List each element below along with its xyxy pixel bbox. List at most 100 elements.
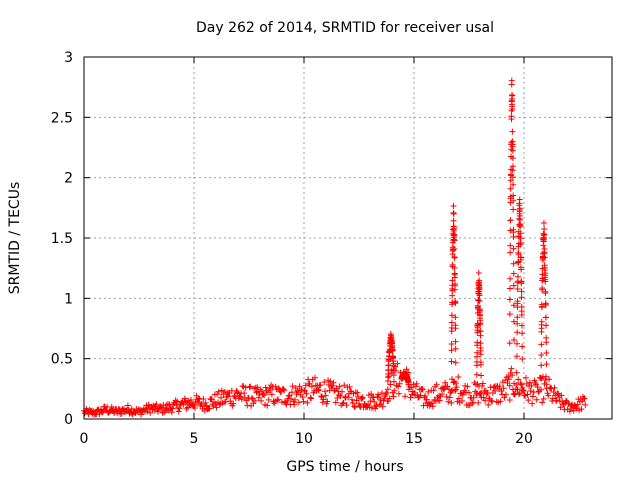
data-point	[516, 233, 523, 240]
data-point	[379, 403, 386, 410]
data-point	[260, 390, 267, 397]
data-point	[480, 394, 487, 401]
data-point	[278, 399, 285, 406]
data-point	[322, 388, 329, 395]
data-point	[448, 312, 455, 319]
data-point	[539, 277, 546, 284]
data-point	[558, 392, 565, 399]
data-point	[518, 294, 525, 301]
data-point	[247, 383, 254, 390]
data-point	[510, 318, 517, 325]
y-tick-label: 0.5	[51, 352, 73, 368]
data-point	[478, 389, 485, 396]
data-point	[348, 396, 355, 403]
data-point	[557, 404, 564, 411]
data-point	[513, 369, 520, 376]
data-point	[514, 285, 521, 292]
data-point	[251, 397, 258, 404]
data-point	[452, 282, 459, 289]
data-point	[238, 396, 245, 403]
data-point	[448, 341, 455, 348]
x-tick-label: 5	[190, 431, 199, 447]
x-axis-label: GPS time / hours	[286, 459, 403, 475]
data-point	[227, 398, 234, 405]
data-point	[514, 273, 521, 280]
data-point	[351, 403, 358, 410]
data-point	[518, 254, 525, 261]
data-point	[425, 388, 432, 395]
data-point	[395, 383, 402, 390]
y-tick-label: 1.5	[51, 231, 73, 247]
data-point	[515, 376, 522, 383]
data-point	[341, 382, 348, 389]
data-point	[144, 408, 151, 415]
data-point	[543, 373, 549, 380]
data-point	[308, 395, 315, 402]
data-point	[218, 394, 225, 401]
data-point	[403, 366, 410, 373]
data-point	[390, 393, 397, 400]
data-point	[443, 393, 450, 400]
data-point	[347, 388, 354, 395]
data-point	[521, 392, 528, 399]
data-series-srmtid	[81, 77, 589, 418]
data-point	[288, 389, 295, 396]
data-point	[532, 381, 539, 388]
data-point	[516, 391, 523, 398]
data-point	[452, 345, 459, 352]
y-tick-label: 1	[64, 291, 73, 307]
data-point	[85, 411, 92, 418]
data-point	[216, 401, 223, 408]
data-point	[517, 222, 524, 229]
data-point	[519, 343, 526, 350]
data-point	[439, 391, 446, 398]
chart-title: Day 262 of 2014, SRMTID for receiver usa…	[196, 20, 494, 36]
y-axis-label: SRMTID / TECUs	[7, 182, 23, 295]
data-point	[502, 391, 509, 398]
data-point	[452, 325, 459, 332]
data-point	[174, 398, 181, 405]
data-point	[124, 402, 131, 409]
data-point	[275, 396, 282, 403]
data-point	[450, 210, 457, 217]
data-point	[248, 395, 255, 402]
data-point	[169, 405, 176, 412]
data-point	[541, 254, 548, 261]
data-point	[581, 395, 588, 402]
data-point	[514, 340, 521, 347]
data-point	[542, 288, 549, 295]
data-point	[295, 399, 302, 406]
data-point	[525, 397, 532, 404]
data-point	[436, 397, 443, 404]
data-point	[546, 376, 553, 383]
data-point	[206, 405, 213, 412]
data-point	[509, 163, 516, 170]
data-point	[446, 394, 453, 401]
data-point	[396, 380, 403, 387]
data-point	[300, 398, 307, 405]
data-point	[518, 288, 525, 295]
data-point	[346, 383, 353, 390]
data-point	[433, 381, 440, 388]
data-point	[183, 405, 190, 412]
data-point	[339, 400, 346, 407]
data-point	[407, 394, 414, 401]
data-point	[551, 384, 558, 391]
data-point	[506, 382, 513, 389]
data-point	[372, 403, 379, 410]
data-point	[294, 387, 301, 394]
data-point	[452, 386, 459, 393]
data-point	[301, 387, 308, 394]
data-point	[442, 379, 449, 386]
data-point	[322, 392, 329, 399]
data-point	[516, 196, 523, 203]
data-point	[286, 392, 293, 399]
data-point	[451, 274, 458, 281]
data-point	[538, 341, 545, 348]
data-point	[542, 314, 549, 321]
data-point	[508, 77, 515, 84]
data-point	[580, 395, 587, 402]
x-tick-label: 10	[295, 431, 313, 447]
data-point	[474, 320, 481, 327]
